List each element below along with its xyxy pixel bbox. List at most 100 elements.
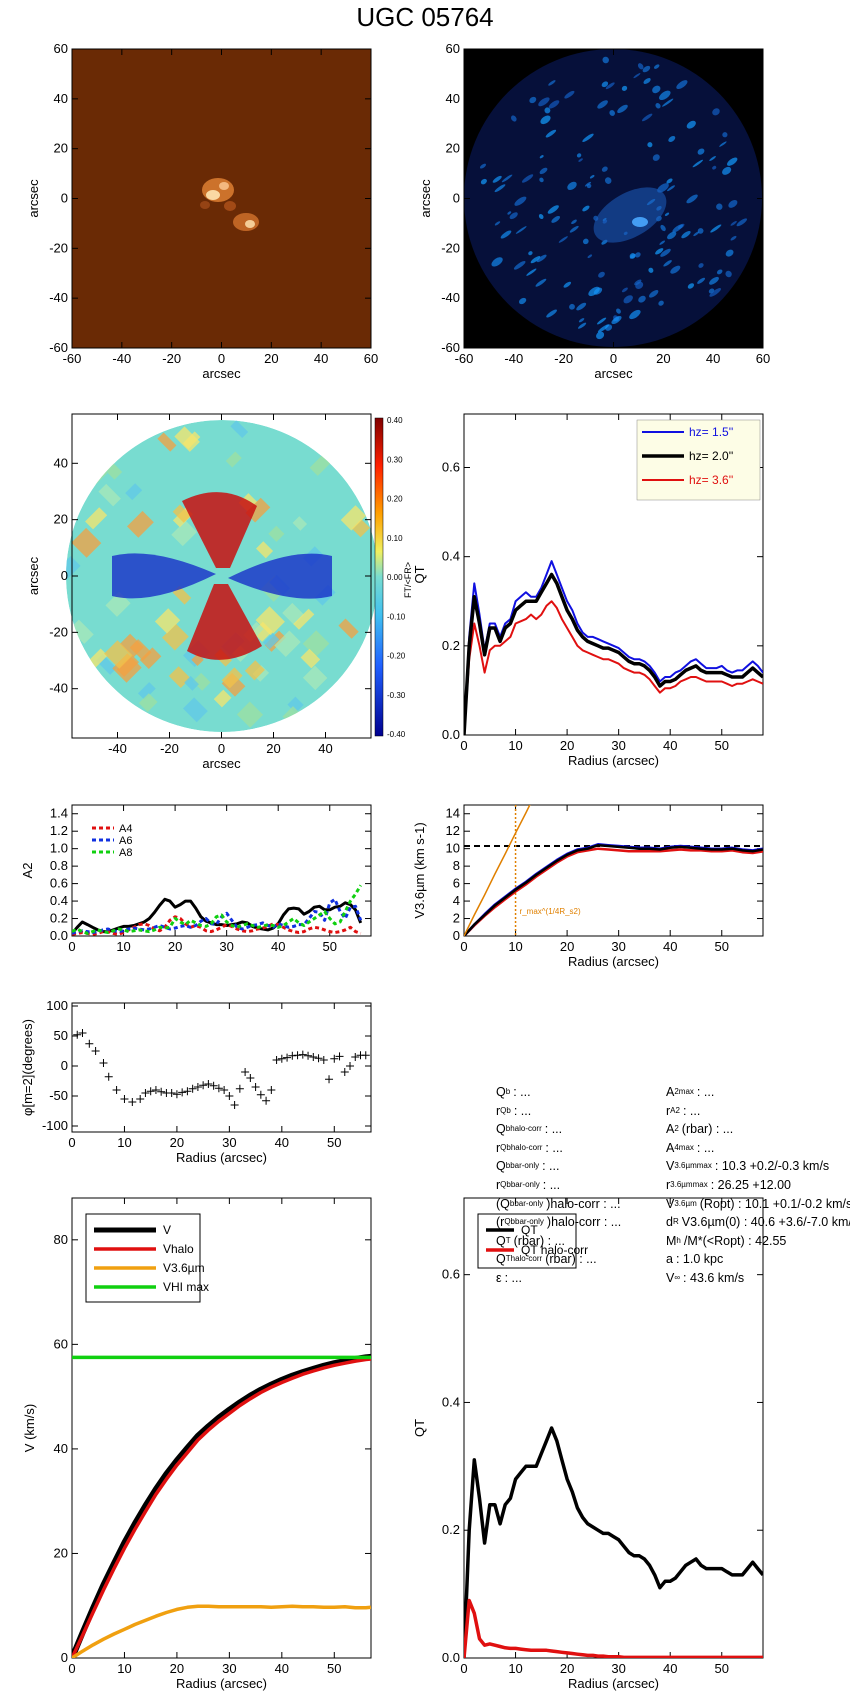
parameter-value: : ... [542,1177,561,1192]
colorbar-label: FT/<FR> [403,562,413,598]
parameter-row: r Qb: ... [496,1102,621,1121]
blue-noise-blob [655,103,661,109]
blue-noise-blob [652,154,660,161]
force-map-tile [340,505,367,531]
blue-noise-blob [642,113,653,122]
phase-point [283,1053,292,1062]
figure-title: UGC 05764 [356,2,493,32]
x-tick-label: 10 [508,1661,522,1676]
blue-noise-blob [648,267,654,273]
phase-point [330,1054,339,1063]
blue-noise-blob [716,269,723,275]
blue-noise-blob [621,287,628,293]
blue-noise-blob [535,278,547,287]
parameter-label: A [666,1085,675,1099]
colorbar-tick-label: 0.40 [387,416,403,425]
force-map-tile [268,525,285,542]
x-tick-label: 50 [327,1661,341,1676]
parameter-subscript: Qb [500,1179,511,1189]
parameter-value: : ... [682,1103,701,1118]
x-tick-label: 20 [266,741,280,756]
blue-noise-blob [657,183,669,193]
force-map-tile [98,483,121,507]
blue-noise-blob [686,194,698,204]
y-axis-label: V3.6µm (km s-1) [412,822,427,918]
phase-point [309,1053,318,1061]
x-axis-label: Radius (arcsec) [568,954,659,969]
velocity-series-line [72,1353,371,1658]
blue-image-disk [464,49,762,347]
x-tick-label: 40 [275,1661,289,1676]
phase-point [91,1047,100,1055]
parameter-row: A 4 max: ... [666,1139,850,1158]
x-tick-label: 30 [611,738,625,753]
x-axis-label: Radius (arcsec) [568,753,659,768]
plot-frame [71,804,372,937]
parameter-label: (Q [496,1196,510,1211]
blue-noise-blob [662,98,674,107]
x-tick-label: 0 [68,1661,75,1676]
blue-noise-blob [582,238,589,245]
blue-noise-blob [659,90,671,100]
phase-point [188,1084,197,1093]
legend-entry: V [163,1223,171,1237]
blue-image-panel: -60 -40 -20 0 20 40 60 -60 -40 -20 0 20 40 60 arcsec ar… [418,41,770,381]
y-tick-label: -40 [441,290,460,305]
force-map-tile [184,676,199,691]
force-map-tile [351,519,370,538]
y-tick-label: 40 [54,91,68,106]
y-axis-label: arcsec [418,179,433,218]
blue-noise-blob [710,224,722,233]
blue-noise-blob [668,136,676,142]
legend-entry: hz= 2.0'' [689,449,733,463]
blue-noise-blob [526,268,537,276]
legend-entry: V3.6µm [163,1261,205,1275]
parameter-subscript: R [672,1217,679,1227]
parameter-value: (rbar) : ... [681,1122,734,1137]
blue-noise-blob [558,236,568,243]
phase-point [172,1090,181,1099]
y-axis-label: V (km/s) [22,1404,37,1452]
blue-noise-blob [601,166,608,172]
x-tick-label: -40 [504,351,523,366]
y-tick-label: -20 [49,240,68,255]
parameter-label: V [666,1270,675,1285]
blue-noise-blob [538,213,544,220]
blue-noise-blob [494,221,501,226]
legend-entry: VHI max [163,1280,209,1294]
force-map-tile [330,730,352,732]
parameter-row: V 3.6µm max: 10.3 +0.2/-0.3 km/s [666,1157,850,1176]
phase-point [319,1056,328,1064]
y-axis-label: arcsec [26,179,41,218]
x-tick-label: 0 [218,351,225,366]
x-tick-label: -60 [455,351,474,366]
galaxy-emission-blob [200,201,210,209]
colorbar-tick-label: 0.30 [387,455,403,464]
blue-noise-blob [515,226,527,234]
blue-noise-blob [634,279,642,286]
parameter-superscript: bar-only [515,1217,544,1227]
blue-noise-blob [658,300,664,306]
blue-noise-blob [666,178,673,184]
phase-point [361,1051,370,1060]
plot-frame [463,804,764,937]
blue-noise-blob [551,215,561,223]
y-tick-label: 60 [54,41,68,56]
parameter-value: : 43.6 km/s [683,1270,745,1285]
phase-point [151,1086,160,1094]
qt-series-line [464,600,763,735]
legend-entry: Vhalo [163,1242,194,1256]
x-tick-label: 30 [222,1661,236,1676]
x-tick-label: 50 [715,1661,729,1676]
colorbar-tick-label: -0.30 [387,691,406,700]
blue-noise-blob [544,107,551,114]
x-tick-label: 10 [508,939,522,954]
phase-point [351,1053,360,1061]
blue-noise-blob [546,309,557,318]
force-map-tile [74,694,93,713]
x-tick-label: 20 [656,351,670,366]
parameter-subscript: T [505,1254,511,1264]
